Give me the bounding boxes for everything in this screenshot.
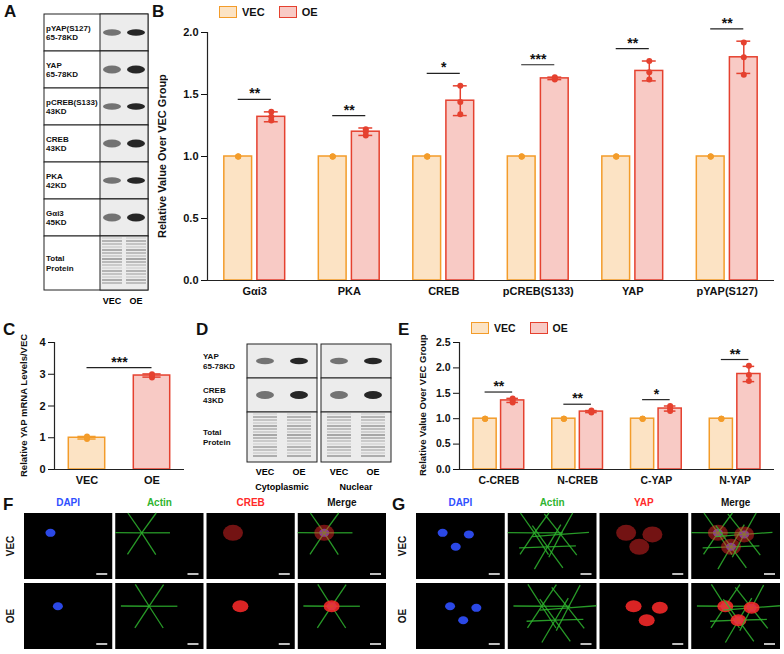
svg-text:pCREB(S133): pCREB(S133) bbox=[503, 285, 574, 297]
svg-text:***: *** bbox=[530, 51, 547, 67]
html-text:E: E bbox=[398, 320, 410, 339]
svg-text:0.0: 0.0 bbox=[436, 463, 451, 475]
html-text:B: B bbox=[152, 2, 165, 21]
svg-text:0: 0 bbox=[39, 463, 45, 475]
svg-text:OE: OE bbox=[292, 467, 305, 477]
svg-text:*: * bbox=[654, 386, 660, 402]
svg-text:N-YAP: N-YAP bbox=[719, 474, 751, 486]
svg-text:Nuclear: Nuclear bbox=[339, 482, 373, 492]
html-text:G: G bbox=[392, 495, 406, 514]
svg-text:pYAP(S127): pYAP(S127) bbox=[697, 285, 759, 297]
svg-text:Merge: Merge bbox=[721, 497, 751, 508]
svg-text:0.0: 0.0 bbox=[183, 274, 198, 286]
svg-text:0.5: 0.5 bbox=[183, 212, 198, 224]
svg-text:**: ** bbox=[493, 378, 504, 394]
html-text:OE: OE bbox=[552, 322, 568, 334]
html-text:F: F bbox=[3, 495, 14, 514]
svg-text:2.0: 2.0 bbox=[183, 26, 198, 38]
svg-text:OE: OE bbox=[366, 467, 379, 477]
svg-text:***: *** bbox=[111, 354, 128, 370]
svg-text:N-CREB: N-CREB bbox=[557, 474, 598, 486]
svg-text:**: ** bbox=[572, 390, 583, 406]
svg-text:2: 2 bbox=[39, 400, 45, 412]
svg-text:VEC: VEC bbox=[397, 536, 408, 557]
svg-text:**: ** bbox=[627, 35, 638, 51]
svg-text:3: 3 bbox=[39, 368, 45, 380]
svg-text:2.5: 2.5 bbox=[436, 336, 451, 348]
svg-text:1.5: 1.5 bbox=[183, 88, 198, 100]
svg-text:C-CREB: C-CREB bbox=[478, 474, 519, 486]
svg-text:YAP65-78KD: YAP65-78KD bbox=[203, 352, 235, 371]
svg-text:Actin: Actin bbox=[540, 497, 565, 508]
html-text:C: C bbox=[3, 320, 16, 339]
svg-text:1.5: 1.5 bbox=[436, 387, 451, 399]
html-text:Relative Value Over VEC Group: Relative Value Over VEC Group bbox=[417, 334, 428, 477]
svg-text:**: ** bbox=[722, 15, 733, 31]
svg-text:CREB: CREB bbox=[428, 285, 459, 297]
svg-text:**: ** bbox=[344, 102, 355, 118]
svg-text:DAPI: DAPI bbox=[56, 497, 80, 508]
svg-text:PKA42KD: PKA42KD bbox=[46, 172, 67, 191]
svg-text:DAPI: DAPI bbox=[448, 497, 472, 508]
svg-text:Gαi345KD: Gαi345KD bbox=[46, 209, 67, 228]
svg-text:0.5: 0.5 bbox=[436, 437, 451, 449]
html-text:VEC: VEC bbox=[242, 6, 265, 18]
svg-text:pYAP(S127)65-78KD: pYAP(S127)65-78KD bbox=[46, 24, 91, 43]
svg-text:CREB: CREB bbox=[236, 497, 264, 508]
svg-text:OE: OE bbox=[397, 608, 408, 623]
svg-text:VEC: VEC bbox=[5, 536, 16, 557]
svg-text:2.0: 2.0 bbox=[436, 361, 451, 373]
svg-text:OE: OE bbox=[144, 474, 160, 486]
html-text:Relative YAP mRNA Levels/VEC: Relative YAP mRNA Levels/VEC bbox=[18, 334, 29, 478]
svg-text:VEC: VEC bbox=[103, 296, 122, 306]
svg-text:TotalProtein: TotalProtein bbox=[46, 254, 74, 273]
svg-text:VEC: VEC bbox=[76, 474, 99, 486]
svg-text:**: ** bbox=[249, 85, 260, 101]
svg-text:Merge: Merge bbox=[327, 497, 357, 508]
svg-text:YAP: YAP bbox=[622, 285, 644, 297]
html-text:VEC: VEC bbox=[494, 322, 516, 334]
svg-text:Actin: Actin bbox=[147, 497, 172, 508]
svg-text:CREB43KD: CREB43KD bbox=[46, 135, 69, 154]
svg-text:1.0: 1.0 bbox=[436, 412, 451, 424]
svg-text:Cytoplasmic: Cytoplasmic bbox=[255, 482, 309, 492]
svg-text:OE: OE bbox=[129, 296, 142, 306]
html-text:OE: OE bbox=[301, 6, 318, 18]
svg-text:pCREB(S133)43KD: pCREB(S133)43KD bbox=[46, 98, 98, 117]
svg-text:PKA: PKA bbox=[338, 285, 361, 297]
svg-text:VEC: VEC bbox=[330, 467, 349, 477]
svg-text:4: 4 bbox=[39, 336, 46, 348]
svg-text:**: ** bbox=[730, 346, 741, 362]
svg-text:1: 1 bbox=[39, 431, 45, 443]
svg-text:*: * bbox=[441, 59, 447, 75]
html-text:Relative Value Over VEC Group: Relative Value Over VEC Group bbox=[156, 74, 168, 238]
svg-text:VEC: VEC bbox=[256, 467, 275, 477]
svg-text:Gαi3: Gαi3 bbox=[243, 285, 268, 297]
svg-text:CREB43KD: CREB43KD bbox=[203, 386, 226, 405]
html-text:A: A bbox=[4, 2, 17, 21]
svg-text:OE: OE bbox=[5, 608, 16, 623]
svg-text:1.0: 1.0 bbox=[183, 150, 198, 162]
html-text:D: D bbox=[196, 320, 209, 339]
svg-text:YAP: YAP bbox=[634, 497, 654, 508]
svg-text:TotalProtein: TotalProtein bbox=[203, 428, 231, 447]
svg-text:C-YAP: C-YAP bbox=[641, 474, 673, 486]
svg-text:YAP65-78KD: YAP65-78KD bbox=[46, 61, 78, 80]
